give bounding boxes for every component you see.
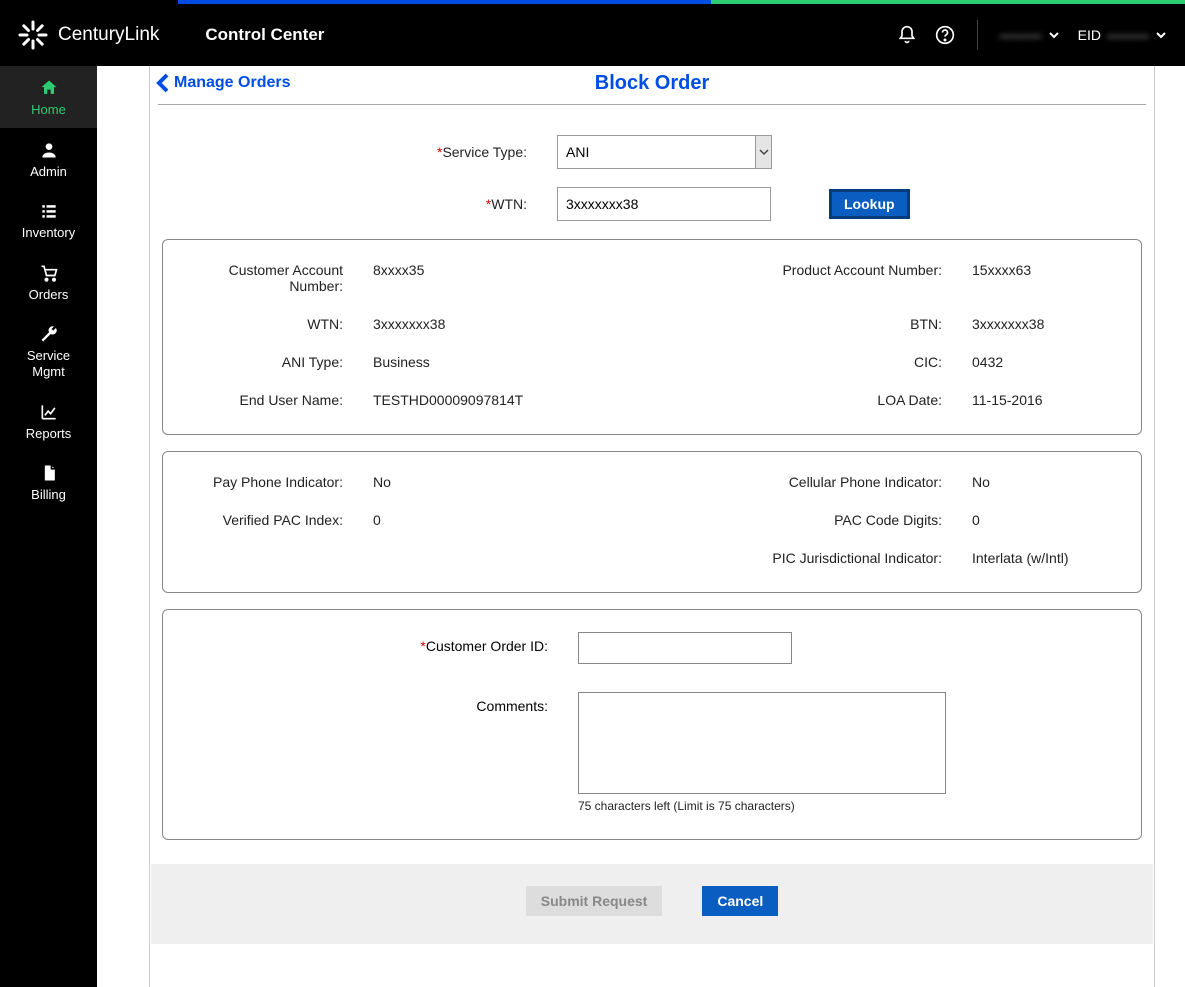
btn-value: 3xxxxxxx38 (972, 316, 1121, 332)
customer-account-number-value: 8xxxx35 (373, 262, 652, 294)
app-name: Control Center (205, 25, 324, 45)
eid-label: EID (1078, 27, 1101, 43)
list-icon (39, 201, 59, 221)
wtn-label: *WTN: (162, 196, 557, 212)
verified-pac-label: Verified PAC Index: (183, 512, 373, 528)
chevron-down-icon (755, 135, 772, 169)
page-title: Block Order (150, 72, 1154, 95)
burst-icon (18, 20, 48, 50)
cellular-label: Cellular Phone Indicator: (652, 474, 972, 490)
pac-code-value: 0 (972, 512, 1121, 528)
wrench-icon (39, 324, 59, 344)
user-name: ——— (1000, 27, 1042, 43)
wtn-input[interactable] (557, 187, 771, 221)
home-icon (39, 78, 59, 98)
topbar: CenturyLink Control Center ——— EID ——— (0, 4, 1185, 66)
back-link-manage-orders[interactable]: Manage Orders (154, 72, 290, 94)
eid-value: ——— (1107, 27, 1149, 43)
user-menu[interactable]: ——— (1000, 27, 1060, 43)
customer-order-id-input[interactable] (578, 632, 792, 664)
wtn-label: WTN: (183, 316, 373, 332)
pac-code-label: PAC Code Digits: (652, 512, 972, 528)
sidebar-item-label: Home (31, 102, 66, 118)
end-user-label: End User Name: (183, 392, 373, 408)
sidebar-item-service-mgmt[interactable]: Service Mgmt (0, 312, 97, 389)
main: Manage Orders Block Order *Service Type:… (97, 66, 1185, 987)
sidebar-item-inventory[interactable]: Inventory (0, 189, 97, 251)
sidebar-item-label: Reports (26, 426, 72, 442)
lookup-button[interactable]: Lookup (829, 189, 910, 219)
ani-type-value: Business (373, 354, 652, 370)
loa-date-value: 11-15-2016 (972, 392, 1121, 408)
help-icon[interactable] (935, 25, 955, 45)
wtn-value: 3xxxxxxx38 (373, 316, 652, 332)
file-icon (39, 463, 59, 483)
cancel-button[interactable]: Cancel (702, 886, 778, 916)
brand-text: CenturyLink (58, 24, 159, 46)
service-type-select[interactable]: ANI (557, 135, 772, 169)
ani-type-label: ANI Type: (183, 354, 373, 370)
accent-bar (0, 0, 1185, 4)
pay-phone-value: No (373, 474, 652, 490)
sidebar-item-orders[interactable]: Orders (0, 251, 97, 313)
sidebar-item-label: Inventory (22, 225, 75, 241)
customer-order-id-label: *Customer Order ID: (183, 632, 578, 654)
sidebar: Home Admin Inventory Orders Service Mgmt (0, 66, 97, 987)
back-link-label: Manage Orders (174, 74, 290, 92)
chart-icon (39, 402, 59, 422)
btn-label: BTN: (652, 316, 972, 332)
sidebar-item-home[interactable]: Home (0, 66, 97, 128)
chevron-down-icon (1155, 29, 1167, 41)
brand-logo[interactable]: CenturyLink (18, 20, 159, 50)
eid-menu[interactable]: EID ——— (1078, 27, 1167, 43)
pay-phone-label: Pay Phone Indicator: (183, 474, 373, 490)
sidebar-item-label: Orders (29, 287, 69, 303)
comments-textarea[interactable] (578, 692, 946, 794)
account-panel: Customer Account Number: 8xxxx35 Product… (162, 239, 1142, 435)
chevron-down-icon (1048, 29, 1060, 41)
char-count-note: 75 characters left (Limit is 75 characte… (578, 799, 946, 813)
cart-icon (39, 263, 59, 283)
bell-icon[interactable] (897, 25, 917, 45)
user-icon (39, 140, 59, 160)
end-user-value: TESTHD00009097814T (373, 392, 652, 408)
customer-account-number-label: Customer Account Number: (183, 262, 373, 294)
product-account-number-label: Product Account Number: (652, 262, 972, 294)
sidebar-item-label: Billing (31, 487, 66, 503)
indicators-panel: Pay Phone Indicator: No Cellular Phone I… (162, 451, 1142, 593)
service-type-label: *Service Type: (162, 144, 557, 160)
sidebar-item-label: Service Mgmt (27, 348, 70, 379)
pic-value: Interlata (w/Intl) (972, 550, 1121, 566)
sidebar-item-admin[interactable]: Admin (0, 128, 97, 190)
cellular-value: No (972, 474, 1121, 490)
loa-date-label: LOA Date: (652, 392, 972, 408)
comments-label: Comments: (183, 692, 578, 714)
sidebar-item-reports[interactable]: Reports (0, 390, 97, 452)
sidebar-item-label: Admin (30, 164, 67, 180)
cic-value: 0432 (972, 354, 1121, 370)
submit-request-button: Submit Request (526, 886, 663, 916)
sidebar-item-billing[interactable]: Billing (0, 451, 97, 513)
pic-label: PIC Jurisdictional Indicator: (652, 550, 972, 566)
footer-actions: Submit Request Cancel (151, 864, 1153, 944)
order-panel: *Customer Order ID: Comments: 75 charact… (162, 609, 1142, 840)
cic-label: CIC: (652, 354, 972, 370)
chevron-left-icon (154, 72, 172, 94)
product-account-number-value: 15xxxx63 (972, 262, 1121, 294)
verified-pac-value: 0 (373, 512, 652, 528)
